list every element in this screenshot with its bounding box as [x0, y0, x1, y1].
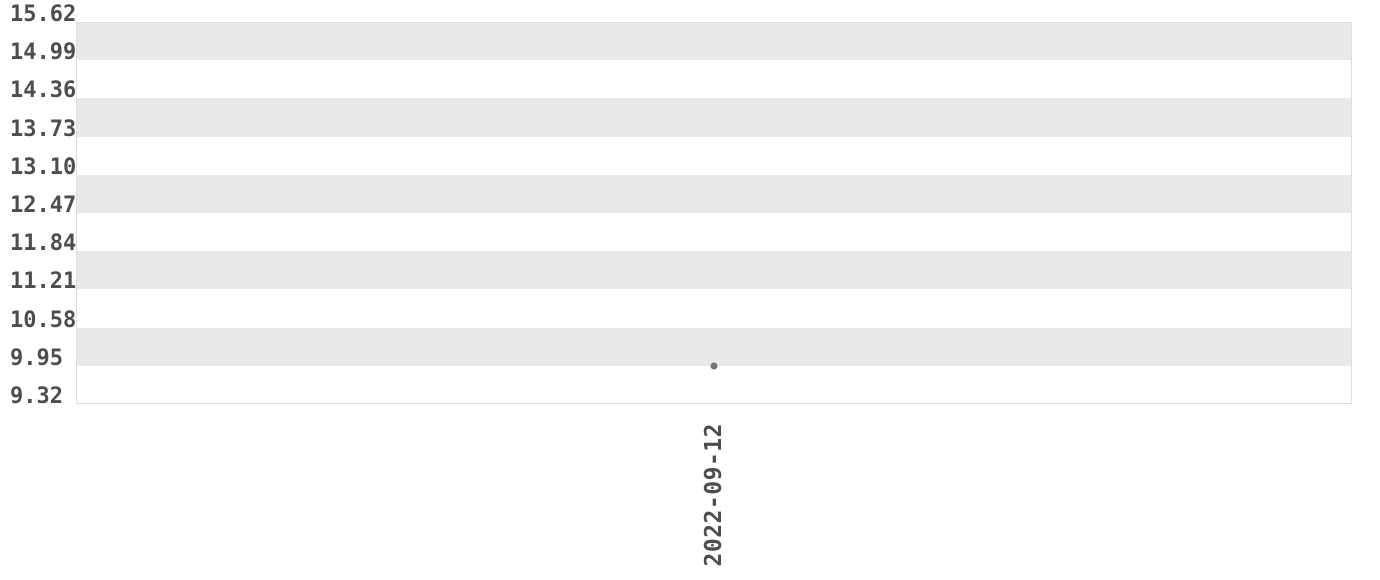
y-tick-label: 14.99	[10, 40, 77, 66]
grid-band	[77, 98, 1351, 137]
grid-band	[77, 213, 1351, 252]
grid-band	[77, 327, 1351, 366]
plot-area	[76, 22, 1352, 404]
y-tick-label: 11.84	[10, 231, 77, 257]
y-tick-label: 13.73	[10, 116, 77, 142]
y-tick-label: 15.62	[10, 2, 77, 27]
grid-band	[77, 136, 1351, 175]
grid-band	[77, 174, 1351, 213]
grid-band	[77, 251, 1351, 290]
y-tick-label: 9.32	[10, 384, 63, 409]
y-tick-label: 11.21	[10, 269, 77, 295]
data-point[interactable]	[710, 362, 718, 370]
y-tick-label: 9.95	[10, 345, 63, 371]
grid-band	[77, 60, 1351, 99]
grid-band	[77, 289, 1351, 328]
grid-band	[77, 365, 1351, 403]
y-tick-label: 10.58	[10, 307, 77, 333]
y-tick-label: 12.47	[10, 193, 77, 218]
x-tick-label: 2022-09-12	[701, 423, 727, 567]
grid-band	[77, 23, 1351, 61]
y-tick-label: 13.10	[10, 154, 77, 180]
y-tick-label: 14.36	[10, 78, 77, 104]
